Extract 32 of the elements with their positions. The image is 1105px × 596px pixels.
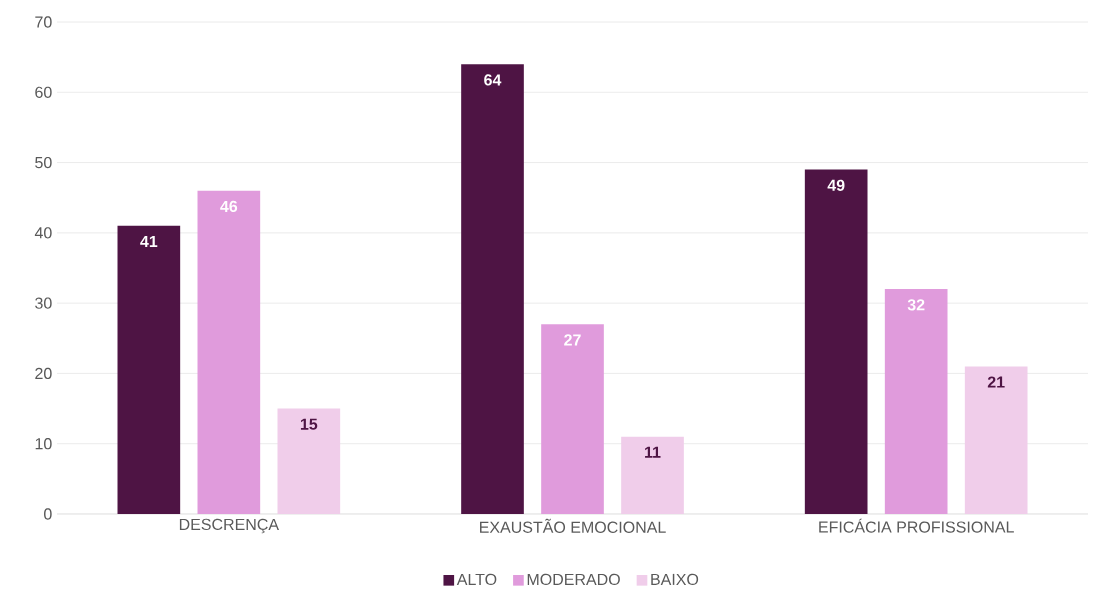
legend-label: ALTO — [456, 573, 497, 586]
bar — [964, 366, 1028, 514]
legend-label: BAIXO — [651, 573, 699, 586]
data-label: 41 — [140, 235, 158, 247]
y-tick-label: 70 — [35, 16, 52, 28]
y-tick-label: 50 — [35, 156, 52, 169]
data-label: 21 — [987, 376, 1005, 388]
y-tick-label: 30 — [35, 297, 52, 309]
data-label: 64 — [484, 74, 502, 86]
data-label: 46 — [220, 200, 238, 213]
data-label: 49 — [827, 179, 845, 191]
data-label: 15 — [300, 418, 318, 430]
data-label: 27 — [564, 334, 581, 346]
y-tick-label: 60 — [35, 86, 52, 98]
bar — [461, 64, 524, 514]
data-label: 32 — [907, 299, 925, 311]
y-tick-label: 10 — [35, 438, 52, 450]
y-tick-label: 40 — [34, 227, 52, 239]
bar — [541, 324, 604, 514]
bar — [804, 169, 868, 514]
data-label: 11 — [645, 446, 661, 458]
y-tick-label: 20 — [35, 367, 52, 380]
x-tick-label: EFICÁCIA PROFISSIONAL — [819, 518, 1014, 533]
bar — [197, 190, 261, 514]
x-tick-label: EXAUSTÃO EMOCIONAL — [480, 518, 666, 533]
y-tick-label: 0 — [44, 508, 52, 520]
legend-label: MODERADO — [527, 573, 620, 586]
bar — [117, 225, 181, 514]
bar — [621, 436, 684, 514]
bar — [277, 408, 341, 514]
bar — [884, 289, 948, 514]
x-tick-label: DESCRENÇA — [179, 518, 280, 534]
